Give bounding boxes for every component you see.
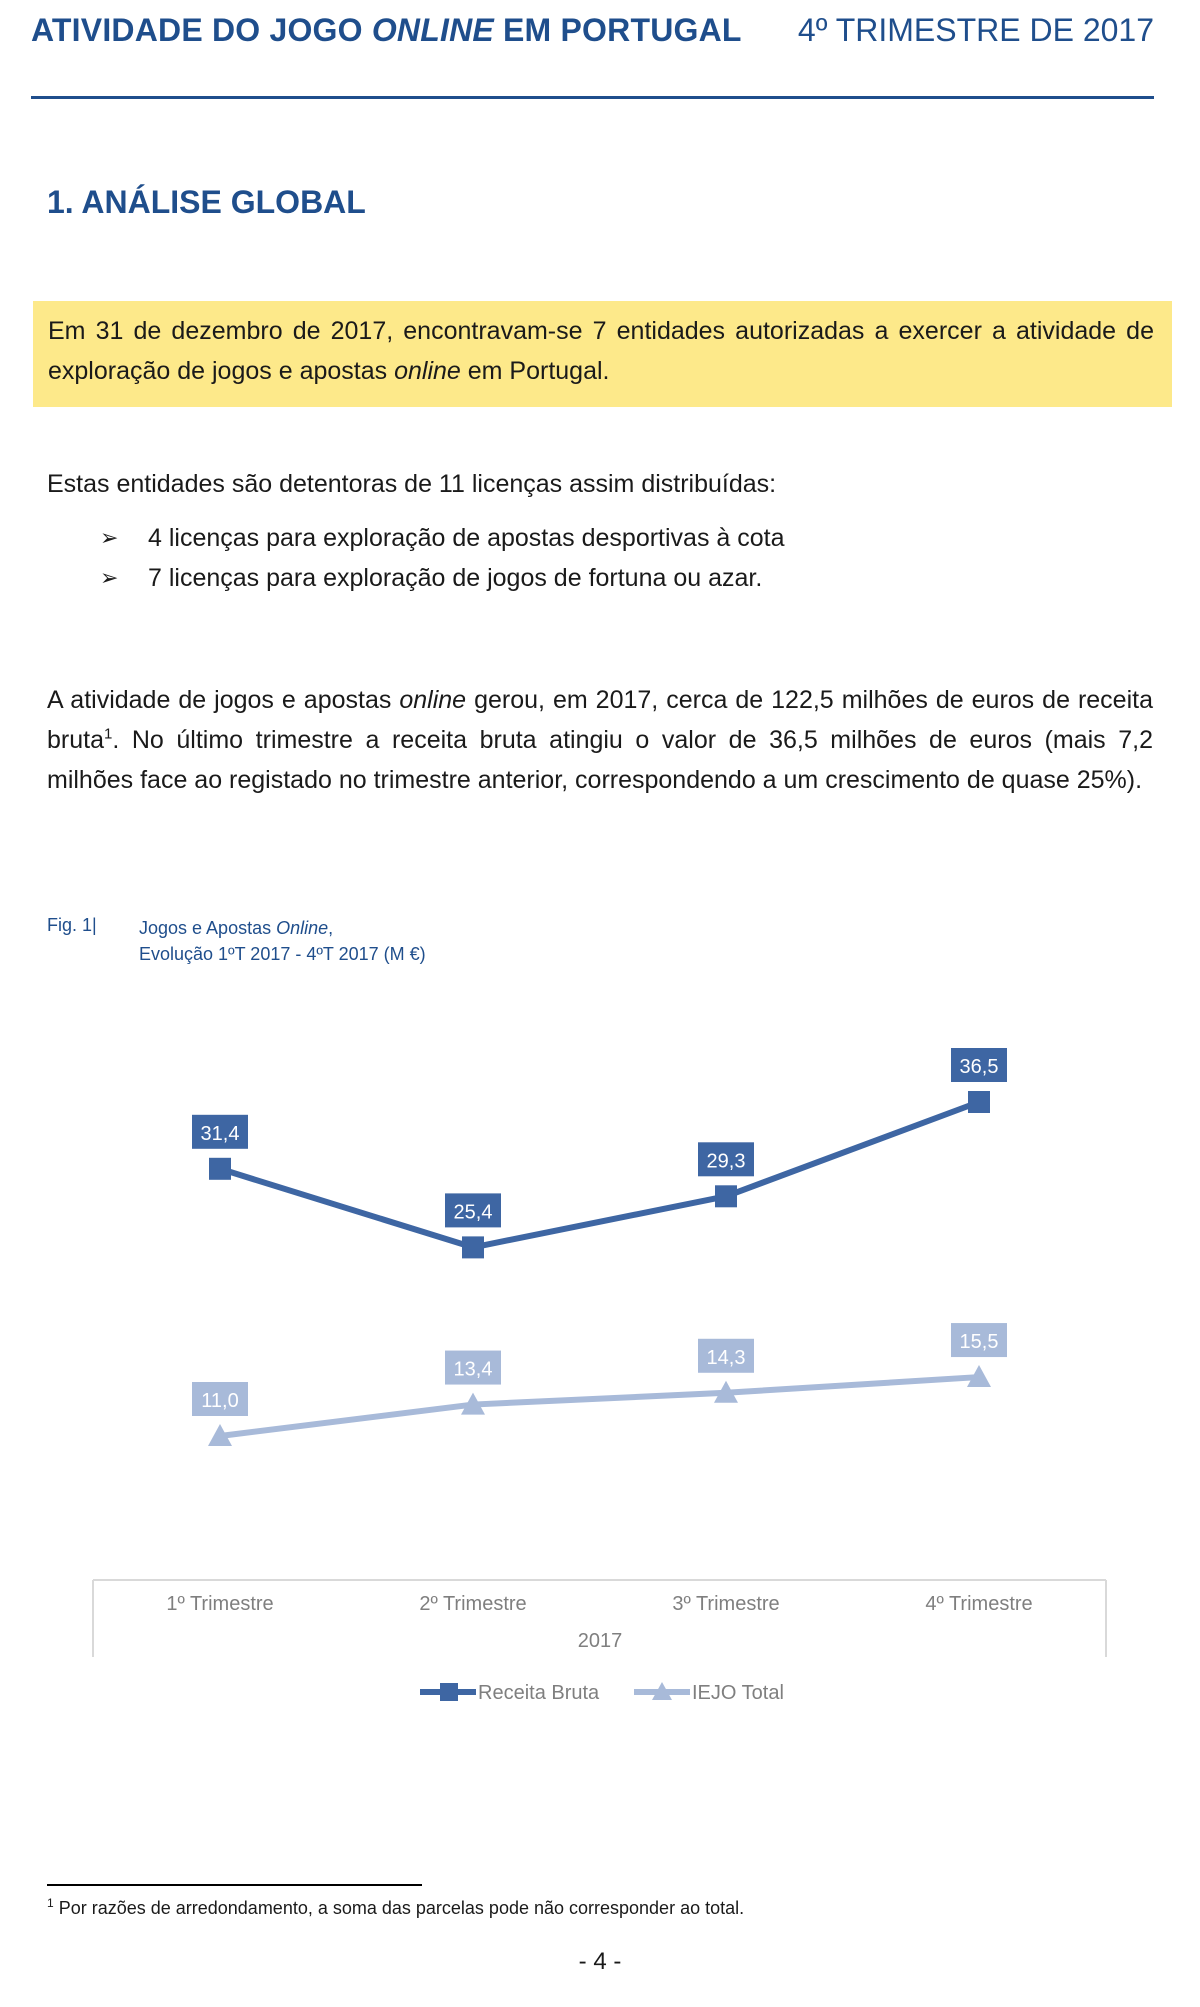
data-point-marker — [209, 1157, 231, 1180]
data-label-box — [698, 1142, 754, 1177]
data-point-marker — [967, 1365, 991, 1388]
revenue-part2: gerou, em 2017, cerca de 122,5 milhões d… — [47, 686, 1153, 754]
section-title: 1. ANÁLISE GLOBAL — [47, 184, 366, 220]
line-chart: 1º Trimestre 2º Trimestre 3º Trimestre 4º T… — [92, 1048, 1107, 1704]
document-header-period: 4º TRIMESTRE DE 2017 — [797, 12, 1154, 48]
list-item: ➢ 4 licenças para exploração de apostas d… — [100, 518, 785, 558]
data-label: 15,5 — [960, 1331, 999, 1353]
list-item-text: 4 licenças para exploração de apostas de… — [148, 524, 785, 552]
footnote-reference[interactable]: 1 — [103, 725, 113, 743]
footnote-text: Por razões de arredondamento, a soma das… — [53, 1898, 745, 1918]
figure-title-part1: Jogos e Apostas — [139, 918, 277, 938]
header-divider — [31, 96, 1154, 99]
licenses-intro: Estas entidades são detentoras de 11 lic… — [47, 470, 777, 498]
highlight-text: Em 31 de dezembro de 2017, encontravam-s… — [48, 311, 1154, 391]
data-point-marker — [714, 1380, 738, 1403]
revenue-part1: A atividade de jogos e apostas — [47, 686, 400, 714]
data-label-box — [698, 1338, 754, 1373]
x-tick-label: 4º Trimestre — [925, 1593, 1032, 1615]
legend-label: Receita Bruta — [478, 1682, 600, 1704]
x-tick-label: 3º Trimestre — [672, 1593, 779, 1615]
licenses-list: ➢ 4 licenças para exploração de apostas d… — [100, 518, 785, 598]
list-item: ➢ 7 licenças para exploração de jogos de … — [100, 558, 785, 598]
data-label-box — [445, 1350, 501, 1385]
data-point-marker — [968, 1091, 990, 1113]
figure-title-line1: Jogos e Apostas Online, — [139, 915, 426, 941]
figure-title: Jogos e Apostas Online, Evolução 1ºT 201… — [139, 915, 426, 967]
data-point-marker — [462, 1236, 484, 1259]
data-label: 29,3 — [707, 1150, 746, 1172]
legend-marker — [652, 1682, 672, 1700]
revenue-italic: online — [399, 686, 467, 714]
document-header-title: ATIVIDADE DO JOGO ONLINE EM PORTUGAL — [31, 12, 742, 49]
list-item-text: 7 licenças para exploração de jogos de f… — [148, 564, 763, 592]
data-label-box — [951, 1048, 1007, 1082]
arrow-bullet-icon: ➢ — [100, 565, 119, 590]
footnote: 1 Por razões de arredondamento, a soma d… — [47, 1896, 745, 1919]
data-label: 13,4 — [454, 1359, 493, 1381]
x-tick-label: 2º Trimestre — [419, 1593, 526, 1615]
highlight-text-part2: em Portugal. — [460, 357, 610, 385]
data-label-box — [192, 1114, 248, 1149]
data-label-box — [445, 1193, 501, 1228]
data-label-box — [951, 1323, 1007, 1358]
legend-marker — [440, 1683, 458, 1701]
data-label: 25,4 — [454, 1201, 493, 1223]
x-group-label: 2017 — [578, 1630, 623, 1652]
figure-label: Fig. 1| — [47, 915, 97, 935]
highlight-text-part1: Em 31 de dezembro de 2017, encontravam-s… — [48, 317, 1154, 385]
legend-label: IEJO Total — [692, 1682, 784, 1704]
x-tick-label: 1º Trimestre — [166, 1593, 273, 1615]
footnote-divider — [47, 1884, 422, 1886]
data-label: 31,4 — [201, 1123, 240, 1145]
revenue-part3: . No último trimestre a receita bruta at… — [47, 726, 1153, 794]
highlight-box: Em 31 de dezembro de 2017, encontravam-s… — [33, 301, 1172, 407]
highlight-text-italic: online — [394, 357, 461, 385]
data-label-box — [192, 1382, 248, 1416]
data-point-marker — [715, 1185, 737, 1208]
series-line-iejo-total — [219, 1374, 980, 1439]
figure-title-part2: , — [328, 918, 334, 938]
header-title-part1: ATIVIDADE DO JOGO — [31, 12, 372, 48]
page-number: - 4 - — [578, 1948, 622, 1975]
data-label: 36,5 — [960, 1056, 999, 1078]
data-point-marker — [208, 1424, 232, 1446]
header-title-part2: EM PORTUGAL — [493, 12, 742, 48]
figure-title-line2: Evolução 1ºT 2017 - 4ºT 2017 (M €) — [139, 944, 426, 964]
header-title-italic: ONLINE — [371, 12, 494, 48]
series-line-receita-bruta — [219, 1099, 981, 1251]
data-point-marker — [461, 1392, 485, 1415]
data-label: 11,0 — [201, 1390, 238, 1412]
revenue-paragraph: A atividade de jogos e apostas online ge… — [47, 680, 1153, 800]
figure-title-italic: Online — [276, 918, 329, 938]
footnote-number: 1 — [47, 1896, 54, 1910]
arrow-bullet-icon: ➢ — [100, 525, 119, 550]
data-label: 14,3 — [707, 1347, 746, 1369]
